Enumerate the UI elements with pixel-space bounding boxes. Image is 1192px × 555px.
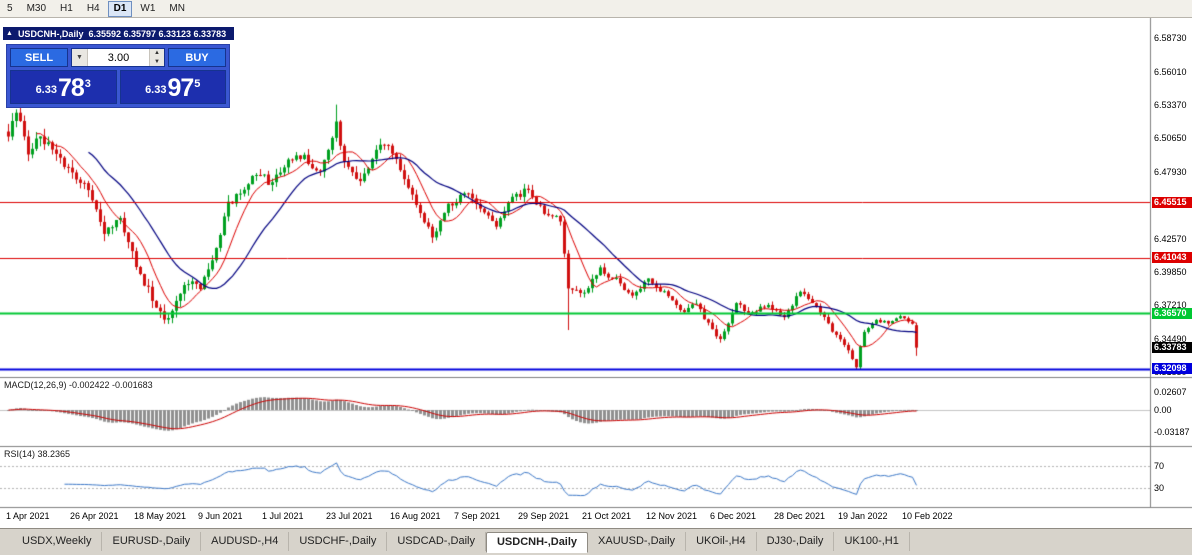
price-scale-label: 6.42570 bbox=[1154, 233, 1187, 244]
volume-stepper: ▲ ▼ bbox=[149, 49, 164, 66]
timeframe-button-w1[interactable]: W1 bbox=[140, 2, 156, 14]
volume-down-icon[interactable]: ▼ bbox=[150, 57, 164, 66]
timeframe-button-5[interactable]: 5 bbox=[7, 2, 13, 14]
tab-eurusd-daily[interactable]: EURUSD-,Daily bbox=[102, 532, 202, 551]
time-axis-label: 28 Dec 2021 bbox=[774, 511, 826, 521]
timeframe-toolbar: 5 M30 H1 H4 D1 W1 MN bbox=[0, 0, 1192, 18]
price-scale-label: 6.47930 bbox=[1154, 167, 1187, 178]
chart-ohlc-values: 6.35592 6.35797 6.33123 6.33783 bbox=[88, 28, 227, 39]
macd-scale-label: 0.02607 bbox=[1154, 386, 1187, 397]
time-axis-label: 9 Jun 2021 bbox=[198, 511, 243, 521]
price-scale-label: 6.58730 bbox=[1154, 33, 1187, 44]
tab-usdcad-daily[interactable]: USDCAD-,Daily bbox=[387, 532, 486, 551]
macd-scale-label: -0.03187 bbox=[1154, 427, 1190, 438]
time-axis-label: 19 Jan 2022 bbox=[838, 511, 888, 521]
time-axis-label: 26 Apr 2021 bbox=[70, 511, 119, 521]
ask-price-pipette: 5 bbox=[194, 78, 201, 90]
timeframe-button-d1[interactable]: D1 bbox=[107, 0, 133, 17]
chart-title-bar: ▲ USDCNH-,Daily 6.35592 6.35797 6.33123 … bbox=[3, 27, 235, 40]
time-axis-label: 12 Nov 2021 bbox=[646, 511, 698, 521]
volume-input[interactable] bbox=[88, 49, 149, 66]
chart-tab-bar: USDX,Weekly EURUSD-,Daily AUDUSD-,H4 USDCHF… bbox=[0, 528, 1192, 555]
hline-price-tag: 6.45515 bbox=[1152, 196, 1192, 208]
price-scale-label: 6.50650 bbox=[1154, 133, 1187, 144]
time-axis-label: 29 Sep 2021 bbox=[518, 511, 570, 521]
one-click-trading-widget: SELL ▼ ▲ ▼ BUY 6.33 78 3 6.33 97 5 bbox=[6, 44, 230, 108]
timeframe-button-h4[interactable]: H4 bbox=[86, 2, 100, 14]
time-axis-label: 1 Jul 2021 bbox=[262, 511, 304, 521]
sell-button[interactable]: SELL bbox=[10, 48, 68, 67]
rsi-indicator-label: RSI(14) 38.2365 bbox=[4, 449, 71, 459]
buy-button[interactable]: BUY bbox=[168, 48, 226, 67]
tab-xauusd-daily[interactable]: XAUUSD-,Daily bbox=[588, 532, 687, 551]
ask-price-prefix: 6.33 bbox=[145, 84, 167, 96]
current-price-tag: 6.33783 bbox=[1152, 342, 1192, 354]
chart-window: ▲ USDCNH-,Daily 6.35592 6.35797 6.33123 … bbox=[0, 18, 1192, 528]
bid-price-pips: 78 bbox=[57, 74, 85, 102]
hline-price-tag: 6.36570 bbox=[1152, 307, 1192, 319]
tab-uk100-h1[interactable]: UK100-,H1 bbox=[834, 532, 910, 551]
tab-usdcnh-daily[interactable]: USDCNH-,Daily bbox=[485, 532, 589, 553]
volume-control: ▼ ▲ ▼ bbox=[71, 48, 165, 67]
price-scale-label: 6.53370 bbox=[1154, 99, 1187, 110]
bid-price-prefix: 6.33 bbox=[35, 84, 57, 96]
volume-up-icon[interactable]: ▲ bbox=[150, 49, 164, 58]
tab-usdchf-daily[interactable]: USDCHF-,Daily bbox=[289, 532, 388, 551]
time-axis-label: 6 Dec 2021 bbox=[710, 511, 757, 521]
tab-ukoil-h4[interactable]: UKOil-,H4 bbox=[686, 532, 757, 551]
rsi-scale-label: 70 bbox=[1154, 460, 1165, 471]
price-scale-label: 6.56010 bbox=[1154, 66, 1187, 77]
tab-dj30-daily[interactable]: DJ30-,Daily bbox=[757, 532, 835, 551]
bid-price-button[interactable]: 6.33 78 3 bbox=[10, 70, 117, 104]
ask-price-button[interactable]: 6.33 97 5 bbox=[119, 70, 226, 104]
time-axis-label: 23 Jul 2021 bbox=[326, 511, 373, 521]
macd-indicator-label: MACD(12,26,9) -0.002422 -0.001683 bbox=[4, 380, 153, 390]
macd-scale-label: 0.00 bbox=[1154, 405, 1172, 415]
price-scale-label: 6.37210 bbox=[1154, 300, 1187, 311]
time-axis-label: 18 May 2021 bbox=[134, 511, 187, 521]
price-scale-label: 6.34490 bbox=[1154, 333, 1187, 344]
hline-price-tag: 6.32098 bbox=[1152, 363, 1192, 375]
time-axis-label: 10 Feb 2022 bbox=[902, 511, 953, 521]
time-axis-label: 1 Apr 2021 bbox=[6, 511, 50, 521]
rsi-scale-label: 30 bbox=[1154, 483, 1165, 494]
timeframe-button-mn[interactable]: MN bbox=[169, 2, 185, 14]
chart-symbol-period: USDCNH-,Daily bbox=[17, 28, 84, 39]
tab-audusd-h4[interactable]: AUDUSD-,H4 bbox=[201, 532, 290, 551]
ask-price-pips: 97 bbox=[167, 74, 194, 102]
tab-usdx-weekly[interactable]: USDX,Weekly bbox=[12, 532, 103, 551]
time-axis-label: 16 Aug 2021 bbox=[390, 511, 441, 521]
hline-price-tag: 6.41043 bbox=[1152, 252, 1192, 264]
price-scale-label: 6.39850 bbox=[1154, 267, 1187, 278]
timeframe-button-m30[interactable]: M30 bbox=[26, 2, 47, 14]
timeframe-button-h1[interactable]: H1 bbox=[60, 2, 73, 14]
time-axis-label: 21 Oct 2021 bbox=[582, 511, 632, 521]
bid-price-pipette: 3 bbox=[84, 78, 91, 90]
volume-dropdown-icon[interactable]: ▼ bbox=[72, 49, 88, 66]
time-axis-label: 7 Sep 2021 bbox=[454, 511, 501, 521]
chart-icon: ▲ bbox=[6, 30, 13, 37]
